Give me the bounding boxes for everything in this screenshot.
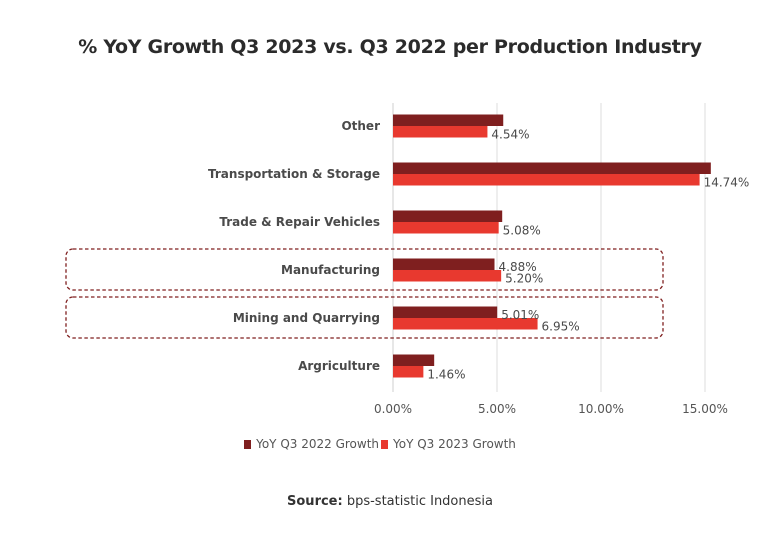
category-label-mining-and-quarrying: Mining and Quarrying (233, 311, 380, 325)
gridlines (392, 103, 706, 392)
x-tick-label: 5.00% (478, 402, 516, 416)
legend-label-2023: YoY Q3 2023 Growth (393, 437, 516, 451)
category-label-manufacturing: Manufacturing (281, 263, 380, 277)
bar-other-2023 (393, 126, 488, 138)
bars (393, 114, 711, 378)
data-label-manufacturing-2023: 5.20% (505, 272, 543, 286)
source-label: Source: (287, 494, 343, 509)
data-label-other-2023: 4.54% (491, 128, 529, 142)
bar-other-2022 (393, 114, 504, 126)
category-label-transportation-storage: Transportation & Storage (208, 167, 380, 181)
highlight-box-manufacturing (65, 248, 664, 291)
highlight-box-mining-and-quarrying (65, 296, 664, 339)
bar-mining-and-quarrying-2023 (393, 318, 538, 330)
legend-swatch-2023 (381, 439, 388, 449)
legend-label-2022: YoY Q3 2022 Growth (256, 437, 379, 451)
bar-argriculture-2023 (393, 366, 424, 378)
data-labels: 4.54% 14.74% 5.08% 4.88%5.20% 5.01%6.95% 1.46… (427, 128, 749, 382)
category-label-trade-repair-vehicles: Trade & Repair Vehicles (219, 215, 380, 229)
category-label-argriculture: Argriculture (298, 359, 380, 373)
data-label-manufacturing-2022: 4.88% (499, 260, 537, 274)
x-tick-label: 0.00% (374, 402, 412, 416)
bar-manufacturing-2023 (393, 270, 502, 282)
source-note: Source: bps-statistic Indonesia (0, 494, 780, 509)
data-label-argriculture-2023: 1.46% (427, 368, 465, 382)
legend-swatch-2022 (244, 439, 252, 449)
legend-item-2023[interactable]: YoY Q3 2023 Growth (381, 437, 516, 451)
bar-transportation-storage-2023 (393, 174, 700, 186)
bar-trade-repair-vehicles-2022 (393, 210, 503, 222)
chart-title: % YoY Growth Q3 2023 vs. Q3 2022 per Pro… (78, 36, 702, 58)
category-label-other: Other (341, 119, 380, 133)
data-label-trade-repair-vehicles-2023: 5.08% (503, 224, 541, 238)
bar-manufacturing-2022 (393, 258, 495, 270)
bar-mining-and-quarrying-2022 (393, 306, 498, 318)
data-label-mining-and-quarrying-2023: 6.95% (542, 320, 580, 334)
x-axis-ticks: 0.00% 5.00% 10.00% 15.00% (374, 402, 728, 416)
x-tick-label: 15.00% (682, 402, 728, 416)
category-labels: Other Transportation & Storage Trade & Rep… (208, 119, 380, 373)
legend-item-2022[interactable]: YoY Q3 2022 Growth (244, 437, 379, 451)
data-label-mining-and-quarrying-2022: 5.01% (501, 308, 539, 322)
bar-trade-repair-vehicles-2023 (393, 222, 499, 234)
source-text: bps-statistic Indonesia (342, 494, 493, 509)
bar-argriculture-2022 (393, 354, 435, 366)
highlight-boxes (65, 248, 664, 339)
data-label-transportation-storage-2023: 14.74% (704, 176, 750, 190)
bar-transportation-storage-2022 (393, 162, 711, 174)
legend: YoY Q3 2022 Growth YoY Q3 2023 Growth (0, 437, 780, 451)
x-tick-label: 10.00% (578, 402, 624, 416)
